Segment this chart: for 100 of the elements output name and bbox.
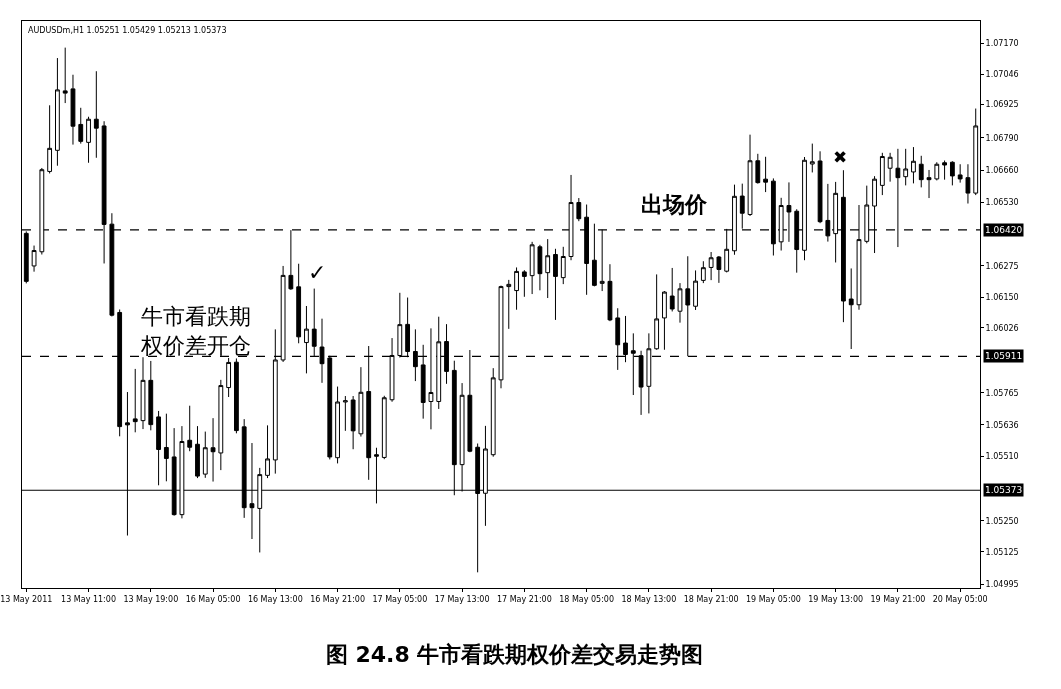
- candlestick: [669, 267, 675, 312]
- candlestick: [47, 104, 53, 174]
- candlestick: [55, 57, 60, 167]
- y-tick-label: 1.05250: [985, 516, 1019, 526]
- candlestick: [156, 410, 161, 486]
- candlestick: [716, 255, 722, 284]
- candlestick: [70, 74, 76, 146]
- x-tick-label: 16 May 13:00: [247, 594, 303, 604]
- candlestick: [693, 269, 698, 311]
- candlestick: [848, 267, 854, 350]
- candlestick: [560, 246, 566, 285]
- candlestick: [607, 263, 613, 322]
- ref-line-label: 1.06420: [985, 225, 1023, 235]
- x-tick-label: 18 May 05:00: [559, 594, 615, 604]
- x-tick-label: 17 May 21:00: [496, 594, 552, 604]
- candlestick: [700, 260, 706, 284]
- candlestick: [553, 248, 558, 321]
- candlestick: [296, 263, 302, 344]
- candlestick: [763, 156, 768, 193]
- candlestick: [957, 163, 963, 184]
- candlestick: [942, 160, 947, 181]
- candlestick: [202, 431, 208, 479]
- candlestick: [973, 108, 979, 196]
- candlestick: [187, 405, 193, 452]
- x-tick-label: 17 May 13:00: [434, 594, 490, 604]
- candlestick: [576, 197, 582, 222]
- y-tick-label: 1.05125: [985, 547, 1019, 557]
- candlestick: [895, 148, 901, 248]
- text: 图 24.8 牛市看跌期权价差交易走势图: [325, 642, 704, 668]
- candlestick: [654, 273, 660, 351]
- x-tick-label: 17 May 05:00: [372, 594, 428, 604]
- x-tick-label: 16 May 21:00: [310, 594, 365, 604]
- y-tick-label: 1.06660: [985, 166, 1019, 176]
- candlestick: [918, 155, 924, 188]
- y-tick-label: 1.05636: [985, 420, 1019, 430]
- candlestick: [148, 360, 154, 431]
- annotation: AUDUSDm,H1 1.05251 1.05429 1.05213 1.05373: [28, 26, 227, 35]
- candlestick: [677, 282, 683, 324]
- candlestick: [926, 169, 932, 199]
- candlestick: [934, 161, 940, 181]
- ref-line-label: 1.05911: [985, 351, 1023, 361]
- y-tick-label: 1.06790: [985, 133, 1019, 143]
- candlestick: [304, 305, 309, 374]
- candlestick: [358, 366, 364, 438]
- x-tick-label: 18 May 13:00: [621, 594, 677, 604]
- candlestick: [265, 424, 270, 479]
- candlestick: [887, 152, 893, 183]
- y-tick-label: 1.07170: [985, 39, 1019, 49]
- annotation: ✓: [308, 260, 327, 285]
- candlestick: [506, 279, 512, 330]
- y-tick-label: 1.06530: [985, 198, 1019, 208]
- y-tick-label: 1.06150: [985, 292, 1019, 302]
- x-tick-label: 20 May 05:00: [932, 594, 988, 604]
- x-tick-label: 13 May 11:00: [61, 594, 116, 604]
- candlestick: [879, 152, 885, 196]
- candlestick: [86, 116, 91, 164]
- candlestick: [31, 245, 37, 273]
- candlestick: [514, 266, 519, 311]
- x-tick-label: 19 May 21:00: [870, 594, 926, 604]
- candlestick: [218, 379, 224, 471]
- y-tick-label: 1.06026: [985, 323, 1019, 333]
- candlestick: [747, 134, 753, 217]
- candlestick: [685, 255, 691, 357]
- candlestick: [708, 251, 714, 281]
- candlestick: [335, 386, 340, 464]
- candlestick: [770, 177, 776, 257]
- candlestick: [195, 425, 200, 479]
- annotation: ✖: [833, 147, 848, 167]
- candlestick: [163, 413, 169, 482]
- y-tick-label: 1.06925: [985, 100, 1019, 110]
- candlestick: [662, 290, 667, 351]
- candlestick: [903, 148, 909, 186]
- candlestick: [521, 269, 527, 298]
- candlestick: [949, 160, 955, 186]
- candlestick: [62, 47, 68, 104]
- candlestick: [428, 327, 434, 430]
- candlestick: [93, 70, 99, 159]
- candlestick: [350, 395, 356, 450]
- candlestick: [342, 395, 348, 432]
- candlestick: [825, 183, 831, 243]
- candlestick: [234, 357, 239, 434]
- candlestick: [132, 368, 138, 433]
- ref-line-label: 1.05373: [985, 485, 1023, 495]
- annotation: 出场价: [641, 192, 708, 217]
- x-tick-label: 19 May 05:00: [745, 594, 801, 604]
- y-tick-label: 1.06275: [985, 261, 1019, 271]
- candlestick: [490, 367, 496, 458]
- candlestick: [529, 241, 535, 295]
- candlestick: [140, 356, 146, 430]
- y-tick-label: 1.05510: [985, 452, 1019, 461]
- candlestick: [78, 107, 84, 145]
- x-tick-label: 18 May 21:00: [683, 594, 739, 604]
- x-tick-label: 13 May 2011: [0, 594, 53, 604]
- candlestick: [817, 150, 823, 224]
- candlestick: [809, 143, 815, 173]
- y-tick-label: 1.07046: [985, 70, 1019, 80]
- x-tick-label: 13 May 19:00: [123, 594, 179, 604]
- x-tick-label: 19 May 13:00: [808, 594, 864, 604]
- candlestick: [755, 153, 761, 185]
- candlestick: [210, 417, 216, 483]
